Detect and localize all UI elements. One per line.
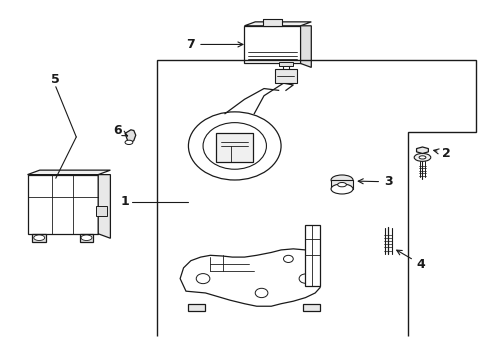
Ellipse shape (224, 138, 245, 154)
Ellipse shape (413, 153, 430, 161)
Polygon shape (180, 249, 320, 306)
Bar (330, 180, 352, 189)
Text: 4: 4 (396, 250, 425, 271)
Polygon shape (80, 234, 93, 242)
Bar (278, 62, 293, 66)
Ellipse shape (34, 235, 44, 240)
Bar (274, 69, 296, 83)
Polygon shape (416, 147, 427, 153)
Polygon shape (27, 170, 110, 175)
Ellipse shape (299, 274, 311, 283)
Polygon shape (300, 26, 311, 67)
Ellipse shape (330, 184, 352, 194)
Ellipse shape (125, 140, 133, 144)
Text: 2: 2 (433, 147, 450, 159)
Ellipse shape (283, 255, 293, 262)
Bar (216, 133, 252, 162)
Ellipse shape (203, 123, 266, 169)
Text: 5: 5 (51, 73, 60, 86)
Ellipse shape (330, 175, 352, 185)
Polygon shape (244, 22, 311, 26)
Text: 7: 7 (186, 38, 243, 51)
Polygon shape (305, 225, 320, 286)
Ellipse shape (188, 112, 281, 180)
Bar (27, 175, 98, 234)
Text: 1: 1 (121, 195, 129, 208)
Text: 3: 3 (358, 175, 392, 188)
Polygon shape (98, 175, 110, 238)
Ellipse shape (255, 288, 267, 298)
Ellipse shape (81, 235, 92, 240)
Polygon shape (188, 304, 205, 311)
Ellipse shape (337, 183, 346, 187)
Ellipse shape (196, 274, 209, 284)
Polygon shape (303, 304, 320, 311)
Polygon shape (125, 130, 136, 144)
Polygon shape (32, 234, 46, 242)
Bar (263, 19, 281, 26)
Bar (96, 206, 106, 216)
Ellipse shape (418, 156, 425, 159)
Bar (244, 26, 300, 63)
Text: 6: 6 (113, 124, 127, 137)
